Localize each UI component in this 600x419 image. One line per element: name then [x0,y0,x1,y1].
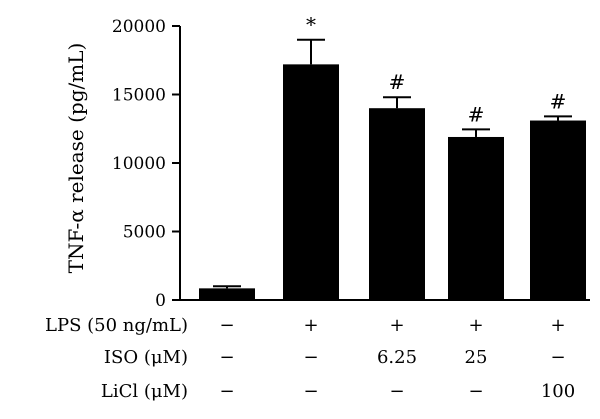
bar [448,136,504,300]
treatment-value: − [303,347,318,368]
treatment-value: + [389,315,404,336]
treatment-row-label: ISO (μM) [104,347,188,368]
treatment-row-label: LPS (50 ng/mL) [45,315,188,336]
bar [199,288,255,300]
y-tick-label: 10000 [112,154,166,174]
y-tick-label: 0 [155,291,166,311]
treatment-value: − [303,381,318,402]
treatment-value: − [219,381,234,402]
treatment-value: − [550,347,565,368]
treatment-value: + [550,315,565,336]
significance-mark: * [306,13,316,37]
bars: * # # # [199,13,586,300]
treatment-value: 25 [465,347,488,368]
bar [369,108,425,300]
y-tick-label: 20000 [112,17,166,37]
y-tick-label: 15000 [112,86,166,106]
treatment-value: 100 [541,381,575,402]
treatment-value: − [219,315,234,336]
y-axis-label: TNF-α release (pg/mL) [64,43,88,274]
treatment-value: + [468,315,483,336]
treatment-value: − [389,381,404,402]
treatment-value: + [303,315,318,336]
significance-mark: # [550,89,567,113]
treatment-value: − [468,381,483,402]
treatment-rows: LPS (50 ng/mL) − + + + + ISO (μM) − − 6.25 25 − LiCl… [45,315,575,402]
treatment-value: 6.25 [377,347,417,368]
significance-mark: # [389,70,406,94]
bar [530,120,586,300]
y-tick-label: 5000 [123,223,166,243]
bar [283,64,339,300]
treatment-row-label: LiCl (μM) [101,381,188,402]
significance-mark: # [468,102,485,126]
y-ticks: 0 5000 10000 15000 20000 [112,17,180,311]
treatment-value: − [219,347,234,368]
